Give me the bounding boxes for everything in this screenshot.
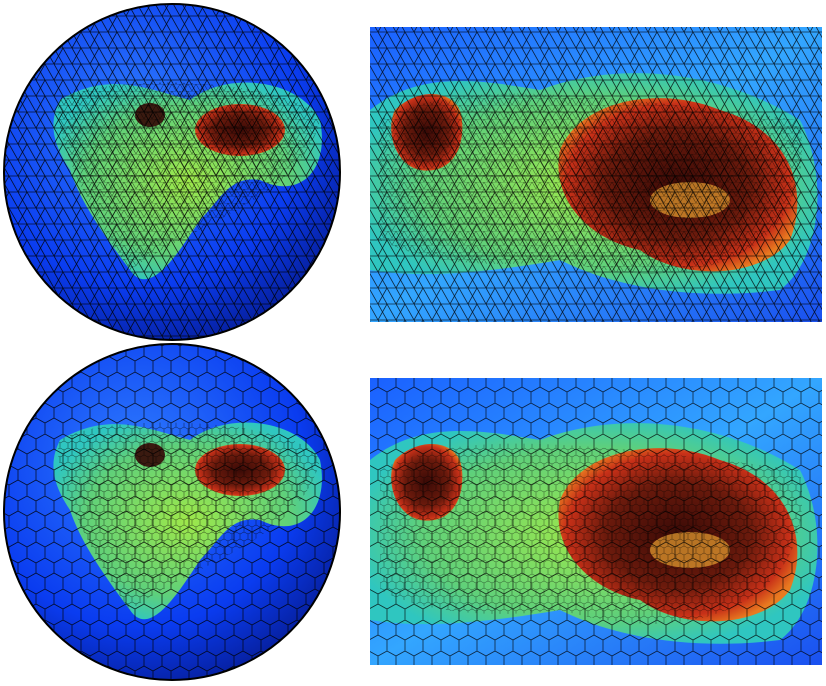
sphere-triangle-mesh [0,0,344,344]
sphere-voronoi-mesh [0,340,344,684]
map-triangle-mesh [370,27,822,322]
map-voronoi-mesh [370,378,822,665]
figure [0,0,826,686]
